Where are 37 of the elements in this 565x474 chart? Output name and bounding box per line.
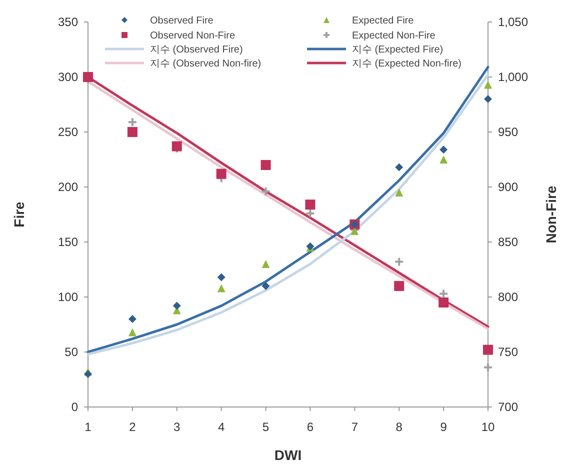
y2-tick-label: 1,000	[498, 70, 528, 84]
y2-axis-title: Non-Fire	[543, 186, 559, 244]
y-tick-label: 250	[58, 125, 78, 139]
x-tick-label: 6	[306, 420, 314, 434]
x-tick-label: 1	[84, 420, 92, 434]
y-tick-label: 300	[58, 70, 78, 84]
legend-label: 지수 (Expected Non-fire)	[352, 58, 462, 70]
y-tick-label: 100	[58, 290, 78, 304]
y-tick-label: 150	[58, 235, 78, 249]
x-tick-label: 4	[218, 420, 225, 434]
y2-tick-label: 800	[498, 290, 518, 304]
y-tick-label: 200	[58, 180, 78, 194]
legend-label: Expected Non-Fire	[352, 30, 436, 42]
y2-tick-label: 750	[498, 345, 518, 359]
y2-tick-label: 950	[498, 125, 518, 139]
x-tick-label: 7	[351, 420, 358, 434]
legend-label: 지수 (Expected Fire)	[352, 44, 444, 56]
y-tick-label: 50	[64, 345, 78, 359]
x-tick-label: 10	[481, 420, 495, 434]
legend-label: 지수 (Observed Fire)	[150, 44, 243, 56]
x-tick-label: 3	[174, 420, 181, 434]
y2-tick-label: 1,050	[498, 15, 528, 29]
y-tick-label: 350	[58, 15, 78, 29]
x-tick-label: 2	[129, 420, 136, 434]
y-axis-title: Fire	[11, 201, 27, 228]
y2-tick-label: 850	[498, 235, 518, 249]
x-tick-label: 5	[262, 420, 270, 434]
legend-label: Observed Non-Fire	[150, 30, 236, 42]
x-tick-label: 8	[396, 420, 403, 434]
legend-label: Expected Fire	[352, 16, 414, 26]
x-tick-label: 9	[440, 420, 448, 434]
y2-tick-label: 900	[498, 180, 518, 194]
y2-tick-label: 700	[498, 400, 518, 414]
legend-label: 지수 (Observed Non-fire)	[150, 58, 262, 70]
legend-label: Observed Fire	[150, 16, 214, 26]
x-axis-title: DWI	[274, 447, 302, 463]
y-tick-label: 0	[71, 400, 78, 414]
